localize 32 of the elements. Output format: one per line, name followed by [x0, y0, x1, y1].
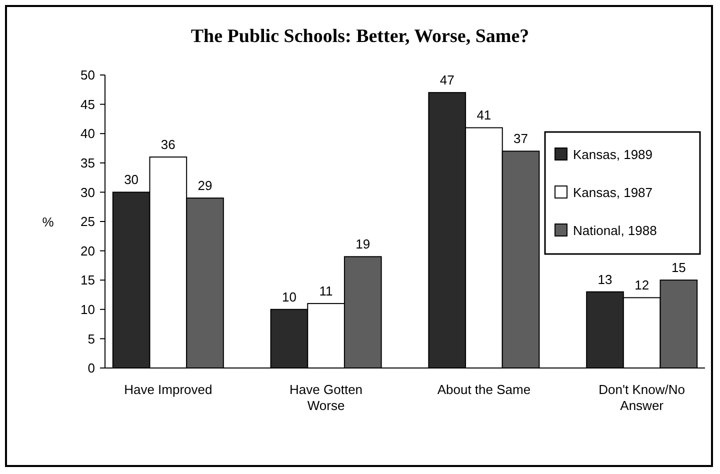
legend-label: National, 1988	[573, 223, 657, 238]
y-tick-label: 50	[80, 68, 95, 83]
legend-label: Kansas, 1987	[573, 185, 653, 200]
x-tick-label: Have Gotten Worse	[290, 382, 363, 413]
x-tick-label: Don't Know/No Answer	[598, 382, 685, 413]
y-tick-label: 15	[80, 272, 95, 288]
y-tick-label: 30	[80, 184, 95, 200]
y-tick-label: 45	[80, 96, 95, 112]
x-tick-label: About the Same	[437, 382, 531, 397]
y-axis-title: %	[42, 214, 54, 230]
y-tick-label: 10	[80, 302, 95, 317]
data-label: 10	[282, 289, 296, 304]
y-tick-label: 5	[88, 331, 95, 346]
data-label: 19	[356, 236, 370, 252]
chart-title: The Public Schools: Better, Worse, Same?	[190, 26, 530, 47]
y-tick-label: 25	[80, 214, 95, 230]
data-label: 30	[124, 172, 139, 188]
x-tick-label: Have Improved	[124, 382, 212, 397]
data-label: 41	[476, 108, 492, 123]
data-label: 29	[198, 178, 212, 194]
data-label: 47	[440, 72, 454, 88]
legend-label: Kansas, 1989	[573, 147, 653, 162]
data-label: 15	[671, 260, 686, 276]
data-label: 36	[160, 137, 176, 152]
y-tick-label: 0	[88, 360, 95, 376]
y-tick-label: 40	[80, 126, 95, 142]
data-label: 37	[514, 131, 528, 146]
y-tick-label: 35	[80, 155, 95, 170]
data-label: 12	[634, 278, 650, 293]
data-label: 13	[598, 272, 612, 287]
data-label: 11	[319, 284, 333, 299]
y-tick-label: 20	[80, 243, 95, 258]
